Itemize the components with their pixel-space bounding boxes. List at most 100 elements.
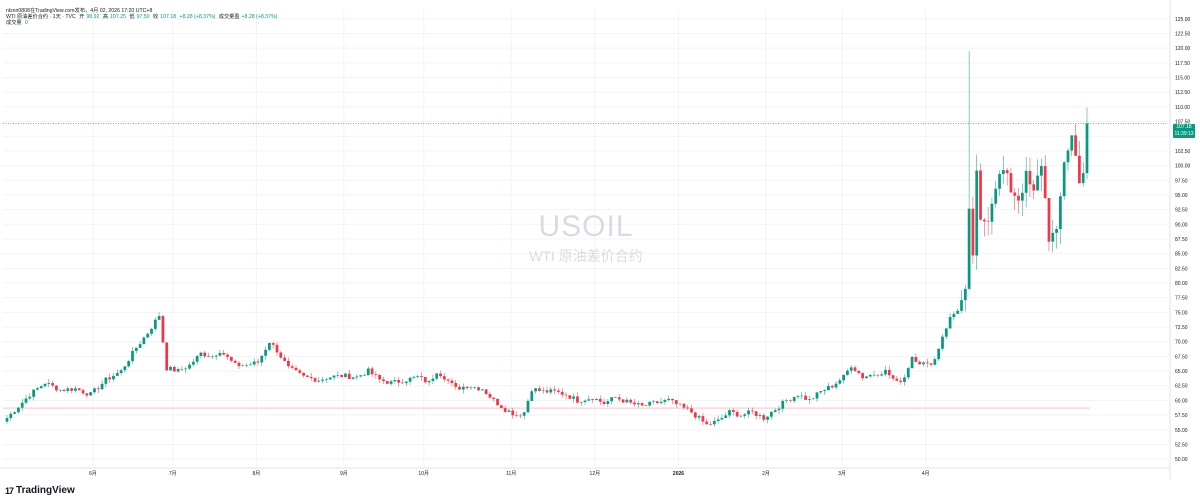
y-tick-label: 62.50: [1175, 384, 1188, 390]
candle-body: [910, 356, 914, 369]
candle-body: [450, 380, 454, 384]
candle-body: [176, 369, 180, 372]
candle-body: [1005, 170, 1009, 174]
candle-body: [963, 288, 967, 301]
candle-body: [522, 412, 526, 416]
candle-body: [918, 361, 922, 365]
y-tick-label: 100.00: [1175, 164, 1191, 170]
candle-body: [28, 396, 32, 399]
candle-body: [420, 376, 423, 377]
candle-body: [948, 316, 952, 329]
y-tick-label: 52.50: [1175, 442, 1188, 448]
header-line-2: WTI 原油差价合约 · 1天 · TVC 开 98.92 高 107.25 低 97…: [6, 13, 279, 20]
x-tick-label: 2月: [762, 471, 770, 477]
tradingview-logo-icon: 17: [5, 485, 14, 496]
candle-body: [355, 376, 359, 378]
candle-body: [416, 376, 420, 377]
x-axis: 6月 7月 8月 9月 10月 11月 12月 2026 2月 3月 4月: [0, 467, 1170, 477]
y-tick-label: 67.50: [1175, 354, 1188, 360]
candle-body: [374, 374, 378, 375]
candle-body: [188, 364, 191, 369]
candle-body: [370, 368, 374, 375]
candle-body: [66, 388, 70, 391]
candle-body: [241, 365, 245, 367]
candle-body: [846, 370, 849, 375]
candle-body: [785, 400, 788, 401]
x-tick-label: 12月: [590, 471, 601, 477]
candle-body: [747, 410, 750, 415]
candle-body: [743, 414, 747, 416]
candle-body: [1043, 166, 1047, 199]
candle-body: [32, 389, 35, 397]
candle-body: [58, 389, 62, 391]
candle-body: [819, 391, 823, 393]
y-tick-label: 75.00: [1175, 310, 1188, 316]
candle-body: [473, 387, 477, 388]
candle-body: [880, 374, 884, 376]
candle-body: [306, 375, 309, 377]
candle-body: [705, 421, 709, 425]
candle-body: [268, 343, 271, 350]
candle-body: [218, 352, 222, 356]
watermark-symbol: USOIL: [538, 210, 634, 243]
candle-body: [480, 389, 484, 391]
candle-body: [990, 203, 994, 222]
candle-body: [811, 398, 815, 400]
candle-body: [1036, 175, 1039, 191]
candle-body: [982, 219, 986, 222]
symbol-info[interactable]: WTI 原油差价合约 · 1天 · TVC: [6, 14, 76, 20]
candle-body: [1028, 170, 1032, 185]
candle-body: [709, 424, 712, 425]
candle-body: [712, 421, 716, 425]
candle-body: [62, 389, 66, 391]
candle-body: [294, 367, 298, 371]
reference-lines: [3, 123, 1168, 409]
candle-body: [157, 316, 161, 320]
candle-body: [808, 399, 811, 400]
y-tick-label: 122.50: [1175, 31, 1191, 37]
candle-body: [20, 402, 24, 408]
candle-body: [731, 410, 735, 412]
candle-body: [849, 367, 853, 371]
candle-body: [412, 376, 416, 378]
candle-body: [534, 388, 537, 392]
candle-body: [252, 361, 256, 365]
candle-body: [572, 396, 575, 399]
candle-body: [191, 361, 195, 365]
candle-body: [1032, 184, 1036, 191]
candle-body: [39, 386, 43, 389]
x-tick-label: 8月: [252, 471, 260, 477]
candle-body: [210, 356, 214, 358]
candle-body: [1055, 228, 1058, 233]
candle-body: [397, 379, 401, 383]
candle-body: [165, 342, 169, 371]
candle-body: [363, 375, 366, 376]
candle-body: [184, 368, 188, 370]
candle-body: [1020, 192, 1024, 201]
candle-body: [960, 300, 963, 311]
candle-body: [1001, 170, 1005, 174]
tradingview-brand[interactable]: 17 TradingView: [5, 485, 75, 496]
candle-body: [442, 376, 446, 380]
candle-body: [138, 344, 142, 348]
candle-body: [560, 391, 564, 395]
candle-body: [598, 398, 602, 402]
candle-body: [614, 397, 617, 398]
candle-body: [583, 400, 587, 402]
y-tick-label: 80.00: [1175, 281, 1188, 287]
publisher-info: nlsnn0808在TradingView.com发布，4月 02, 2026 …: [6, 8, 153, 14]
candle-body: [557, 390, 560, 392]
candle-body: [127, 361, 131, 367]
price-tag-countdown: 11:39:13: [1174, 130, 1194, 137]
candle-body: [70, 388, 74, 391]
candle-body: [279, 352, 283, 358]
candle-body: [686, 407, 690, 409]
candle-body: [526, 400, 530, 413]
candle-body: [264, 349, 267, 356]
current-price-tag: 107.18 11:39:13: [1173, 124, 1195, 138]
candle-body: [313, 378, 317, 382]
candle-body: [1062, 162, 1066, 197]
y-tick-label: 120.00: [1175, 46, 1191, 52]
candle-body: [610, 397, 614, 402]
